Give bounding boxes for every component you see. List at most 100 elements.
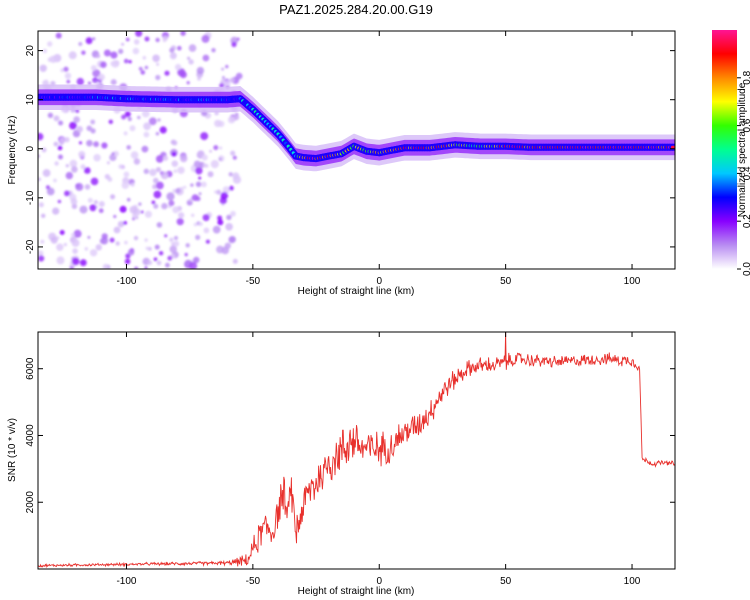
spectrogram-noise-blob [151, 200, 156, 205]
spectrogram-noise-blob [113, 214, 117, 219]
spectrogram-noise-blob [216, 189, 222, 195]
spectrogram-noise-blob [165, 262, 170, 268]
spectrogram-noise-blob [222, 76, 225, 79]
spectrogram-y-tick-label: 10 [25, 94, 36, 106]
spectrogram-noise-blob [126, 145, 131, 150]
spectrogram-noise-blob [113, 150, 119, 157]
spectrogram-noise-blob [108, 119, 114, 125]
spectrogram-noise-blob [205, 239, 210, 244]
spectrogram-noise-blob [172, 206, 180, 214]
spectrogram-noise-blob [169, 237, 174, 242]
chart-title: PAZ1.2025.284.20.00.G19 [279, 2, 433, 17]
spectrogram-noise-blob [78, 150, 86, 158]
spectrogram-noise-blob [124, 111, 131, 118]
spectrogram-noise-blob [202, 214, 210, 222]
spectrogram-noise-blob [87, 81, 92, 85]
spectrogram-noise-blob [177, 166, 185, 174]
snr-x-tick-label: 0 [376, 576, 382, 587]
spectrogram-noise-blob [123, 58, 129, 64]
spectrogram-noise-blob [144, 36, 150, 42]
spectrogram-noise-blob [53, 141, 59, 147]
spectrogram-noise-blob [210, 160, 219, 169]
spectrogram-noise-blob [76, 126, 83, 133]
spectrogram-noise-blob [109, 237, 115, 243]
spectrogram-noise-blob [198, 176, 202, 180]
spectrogram-noise-blob [142, 56, 147, 60]
spectrogram-noise-blob [209, 149, 213, 153]
spectrogram-noise-blob [54, 161, 59, 166]
spectrogram-noise-blob [219, 146, 223, 150]
spectrogram-noise-blob [171, 160, 179, 167]
spectrogram-noise-blob [85, 37, 93, 45]
spectrogram-noise-blob [78, 141, 83, 145]
spectrogram-noise-blob [100, 61, 107, 68]
spectrogram-noise-blob [106, 161, 110, 165]
spectrogram-noise-blob [202, 163, 207, 168]
spectrogram-noise-blob [65, 171, 74, 180]
spectrogram-noise-blob [173, 169, 178, 174]
spectrogram-noise-blob [114, 60, 120, 66]
spectrogram-noise-blob [135, 216, 139, 220]
spectrogram-noise-blob [95, 244, 103, 251]
spectrogram-noise-blob [221, 246, 229, 255]
spectrogram-noise-blob [128, 60, 132, 64]
spectrogram-noise-blob [38, 255, 45, 262]
spectrogram-noise-blob [115, 241, 120, 246]
spectrogram-noise-blob [149, 168, 157, 177]
spectrogram-noise-blob [196, 66, 205, 75]
spectrogram-noise-blob [64, 190, 70, 197]
spectrogram-noise-blob [101, 142, 108, 149]
colorbar-label: Normalized spectral amplitude [737, 82, 748, 217]
spectrogram-x-axis-label: Height of straight line (km) [298, 286, 415, 297]
spectrogram-noise-blob [42, 169, 51, 177]
spectrogram-noise-blob [161, 202, 168, 210]
spectrogram-noise-blob [90, 128, 96, 134]
spectrogram-noise-blob [127, 116, 132, 122]
spectrogram-noise-blob [195, 181, 202, 188]
colorbar: 0.0 0.2 0.4 0.6 0.8 Normalized spectral ampl… [712, 30, 750, 276]
snr-series-line [38, 332, 675, 569]
spectrogram-noise-blob [186, 81, 190, 85]
spectrogram-noise-blob [230, 210, 236, 217]
spectrogram-noise-blob [179, 71, 187, 79]
spectrogram-noise-blob [138, 66, 143, 71]
spectrogram-noise-blob [153, 190, 162, 199]
spectrogram-noise-blob [232, 258, 238, 264]
spectrogram-noise-blob [188, 59, 194, 65]
spectrogram-noise-blob [180, 154, 188, 163]
spectrogram-noise-blob [79, 259, 87, 267]
spectrogram-noise-blob [218, 157, 222, 161]
spectrogram-noise-blob [178, 212, 185, 219]
spectrogram-noise-blob [123, 221, 127, 225]
spectrogram-noise-blob [47, 112, 54, 119]
spectrogram-noise-blob [184, 252, 188, 257]
spectrogram-noise-blob [152, 184, 158, 190]
spectrogram-y-ticks: -20 -10 0 10 20 [25, 45, 675, 254]
spectrogram-noise-blob [201, 34, 210, 43]
spectrogram-noise-blob [98, 73, 105, 81]
snr-y-axis-label: SNR (10 * v/v) [7, 418, 18, 482]
colorbar-tick-label: 0.8 [742, 70, 750, 84]
spectrogram-noise-blob [71, 203, 78, 209]
spectrogram-noise-blob [71, 238, 80, 247]
spectrogram-noise-blob [87, 197, 93, 203]
spectrogram-noise-blob [135, 31, 143, 37]
spectrogram-noise-blob [137, 115, 141, 120]
spectrogram-noise-blob [133, 235, 139, 241]
spectrogram-noise-blob [126, 197, 131, 202]
spectrogram-noise-blob [103, 49, 111, 57]
spectrogram-noise-blob [132, 47, 140, 55]
spectrogram-noise-blob [144, 266, 148, 269]
spectrogram-noise-blob [144, 210, 152, 218]
snr-x-tick-label: -50 [246, 576, 261, 587]
spectrogram-noise-blob [38, 250, 44, 257]
spectrogram-y-tick-label: 20 [25, 45, 36, 57]
spectrogram-noise-blob [156, 181, 164, 190]
spectrogram-noise-blob [162, 38, 167, 43]
spectrogram-noise-blob [58, 120, 64, 126]
spectrogram-noise-blob [171, 242, 175, 246]
spectrogram-noise-blob [195, 167, 203, 175]
snr-x-ticks: -100 -50 0 50 100 [116, 332, 641, 587]
spectrogram-noise-blob [41, 213, 46, 218]
spectrogram-noise-blob [69, 159, 78, 168]
